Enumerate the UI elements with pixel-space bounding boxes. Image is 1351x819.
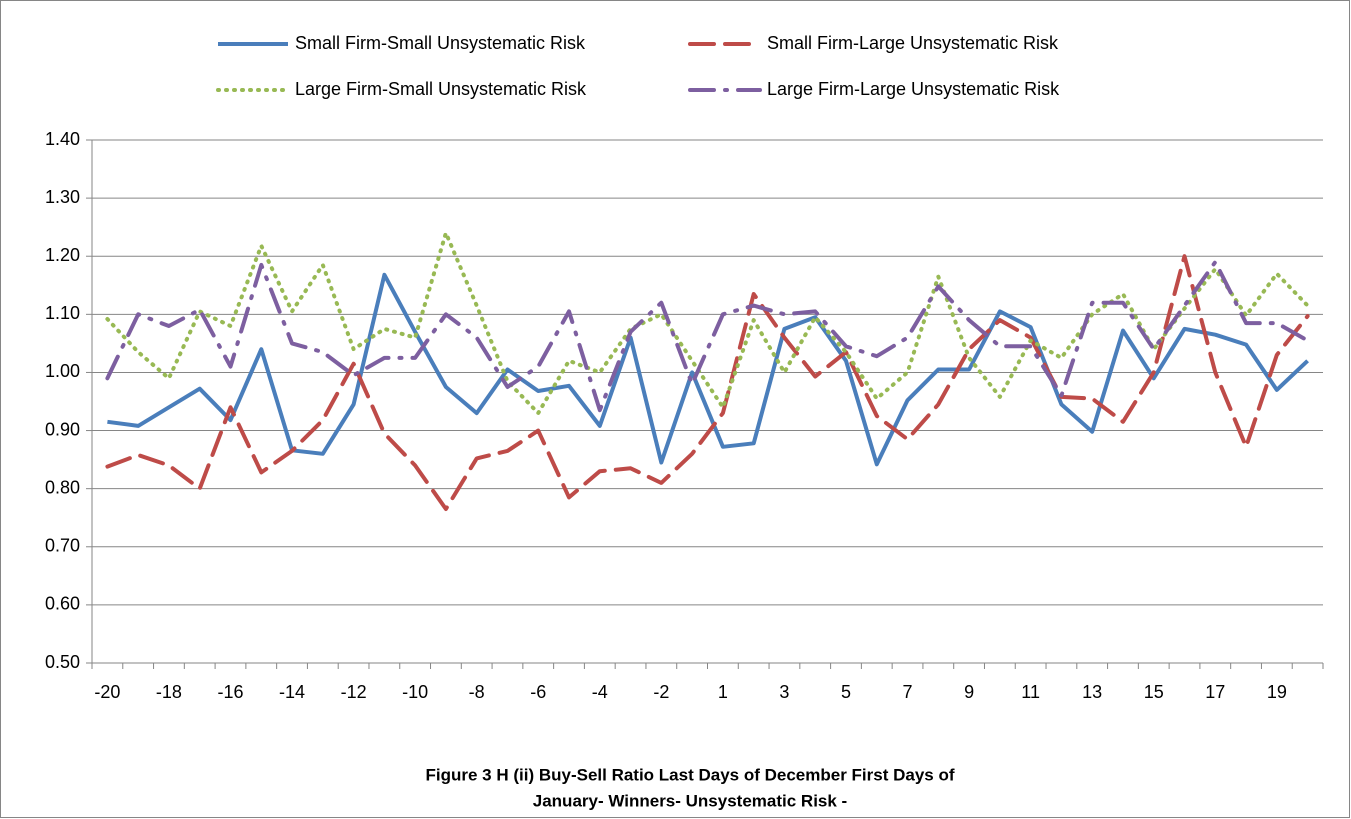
series-line bbox=[105, 260, 1310, 413]
series-line bbox=[105, 231, 1310, 416]
legend-label: Small Firm-Large Unsystematic Risk bbox=[767, 33, 1059, 53]
legend-label: Large Firm-Large Unsystematic Risk bbox=[767, 79, 1060, 99]
y-tick-label: 1.00 bbox=[45, 361, 80, 381]
x-tick-label: 13 bbox=[1082, 682, 1102, 702]
x-tick-label: 11 bbox=[1021, 682, 1040, 702]
x-tick-label: 1 bbox=[718, 682, 728, 702]
x-tick-label: -10 bbox=[402, 682, 428, 702]
series-line bbox=[107, 272, 1309, 467]
x-tick-label: 9 bbox=[964, 682, 974, 702]
chart-title: January- Winners- Unsystematic Risk - bbox=[533, 791, 847, 810]
y-tick-label: 1.30 bbox=[45, 187, 80, 207]
chart-title: Figure 3 H (ii) Buy-Sell Ratio Last Days… bbox=[425, 765, 954, 784]
x-tick-label: -14 bbox=[279, 682, 305, 702]
y-tick-label: 1.20 bbox=[45, 245, 80, 265]
y-tick-label: 1.40 bbox=[45, 129, 80, 149]
x-tick-label: 19 bbox=[1267, 682, 1287, 702]
y-tick-label: 0.90 bbox=[45, 419, 80, 439]
legend-label: Small Firm-Small Unsystematic Risk bbox=[295, 33, 586, 53]
x-tick-label: -16 bbox=[217, 682, 243, 702]
x-tick-label: -4 bbox=[592, 682, 608, 702]
legend-label: Large Firm-Small Unsystematic Risk bbox=[295, 79, 587, 99]
x-tick-label: -8 bbox=[469, 682, 485, 702]
x-tick-label: -12 bbox=[341, 682, 367, 702]
x-tick-label: -20 bbox=[94, 682, 120, 702]
y-tick-label: 0.70 bbox=[45, 536, 80, 556]
x-tick-label: 5 bbox=[841, 682, 851, 702]
x-tick-label: -2 bbox=[653, 682, 669, 702]
x-tick-label: -6 bbox=[530, 682, 546, 702]
y-tick-label: 0.80 bbox=[45, 477, 80, 497]
series-line bbox=[105, 254, 1310, 511]
x-tick-label: 3 bbox=[779, 682, 789, 702]
y-tick-label: 1.10 bbox=[45, 303, 80, 323]
y-tick-label: 0.60 bbox=[45, 594, 80, 614]
x-tick-label: 17 bbox=[1205, 682, 1225, 702]
x-tick-label: 15 bbox=[1144, 682, 1164, 702]
x-tick-label: -18 bbox=[156, 682, 182, 702]
y-tick-label: 0.50 bbox=[45, 652, 80, 672]
x-tick-label: 7 bbox=[903, 682, 913, 702]
